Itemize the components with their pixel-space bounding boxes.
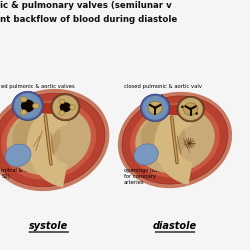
Circle shape [196, 112, 198, 114]
Ellipse shape [14, 93, 41, 118]
Ellipse shape [5, 144, 31, 167]
Ellipse shape [184, 103, 198, 115]
Ellipse shape [0, 93, 105, 187]
Wedge shape [27, 101, 67, 188]
Text: closed pulmonic & aortic valv: closed pulmonic & aortic valv [124, 84, 202, 100]
Ellipse shape [177, 96, 204, 122]
Ellipse shape [158, 106, 192, 115]
Text: openings (ostia)
for coronary
arteries: openings (ostia) for coronary arteries [124, 131, 168, 184]
Ellipse shape [12, 114, 60, 162]
Ellipse shape [59, 99, 64, 104]
Ellipse shape [140, 94, 170, 122]
Text: systole: systole [29, 221, 68, 231]
Ellipse shape [21, 100, 34, 112]
Ellipse shape [20, 110, 27, 115]
Ellipse shape [122, 96, 228, 184]
Ellipse shape [12, 91, 43, 120]
Text: ic & pulmonary valves (semilunar v: ic & pulmonary valves (semilunar v [0, 1, 172, 10]
Ellipse shape [121, 95, 229, 185]
Ellipse shape [1, 100, 96, 180]
Ellipse shape [118, 92, 232, 188]
Wedge shape [154, 104, 192, 185]
Ellipse shape [70, 105, 75, 110]
Ellipse shape [0, 89, 109, 191]
Text: ed pulmonic & aortic valves: ed pulmonic & aortic valves [1, 84, 75, 98]
Ellipse shape [0, 95, 102, 185]
Ellipse shape [130, 103, 220, 177]
Ellipse shape [135, 107, 215, 173]
Circle shape [181, 106, 183, 108]
Ellipse shape [125, 98, 225, 182]
Text: diastole: diastole [153, 221, 197, 231]
Ellipse shape [148, 101, 162, 114]
Ellipse shape [179, 98, 203, 120]
Ellipse shape [141, 115, 186, 161]
Text: nt backflow of blood during diastole: nt backflow of blood during diastole [0, 15, 177, 24]
Ellipse shape [31, 104, 66, 113]
Ellipse shape [142, 96, 168, 120]
Circle shape [189, 108, 192, 110]
Circle shape [154, 106, 157, 109]
Ellipse shape [0, 92, 106, 188]
Ellipse shape [134, 144, 158, 165]
Ellipse shape [6, 105, 91, 175]
Ellipse shape [32, 103, 39, 109]
Ellipse shape [20, 96, 27, 102]
Ellipse shape [59, 110, 64, 115]
Ellipse shape [51, 94, 80, 121]
Ellipse shape [60, 102, 71, 112]
Text: mitral & tricuspid
S1): mitral & tricuspid S1) [1, 156, 48, 179]
Ellipse shape [53, 95, 78, 119]
